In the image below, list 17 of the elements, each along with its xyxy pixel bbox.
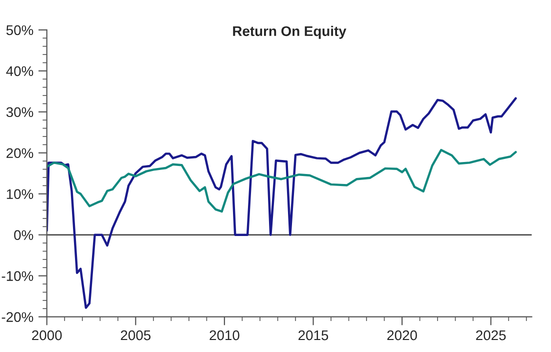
y-tick-label: 20%: [6, 148, 34, 158]
y-tick-label: 0%: [14, 230, 34, 240]
x-tick-label: 2020: [387, 330, 417, 340]
y-tick-label: 50%: [6, 25, 34, 36]
x-tick-label: 2005: [120, 330, 151, 340]
chart-title: Return On Equity: [233, 26, 346, 39]
x-tick-label: 2000: [32, 330, 62, 340]
x-tick-label: 2010: [210, 330, 240, 340]
line-series: [46, 97, 517, 309]
x-tick-label: 2015: [298, 330, 328, 340]
y-tick-label: -10%: [2, 271, 34, 281]
line-series: [46, 148, 517, 213]
x-tick-label: 2025: [476, 330, 506, 340]
y-tick-label: 40%: [6, 66, 34, 76]
y-tick-label: 30%: [6, 107, 34, 118]
y-tick-label: -20%: [2, 312, 34, 322]
y-tick-label: 10%: [6, 189, 34, 200]
